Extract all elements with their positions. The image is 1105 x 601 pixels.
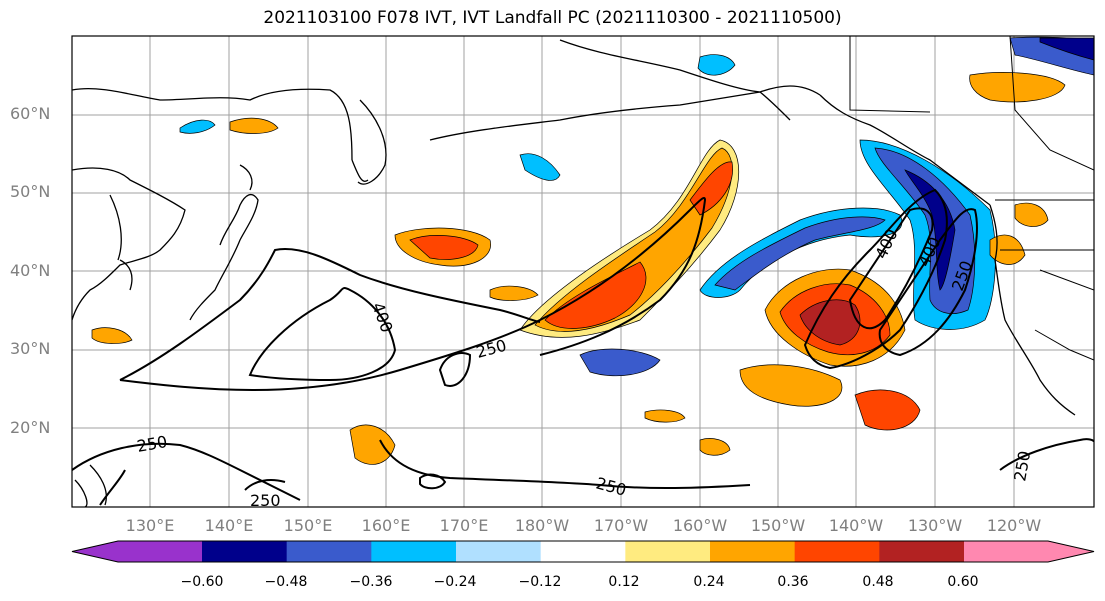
- contour-label: 250: [1010, 449, 1034, 482]
- lon-label: 140°W: [828, 516, 884, 535]
- colorbar-segment: [964, 541, 1094, 562]
- colorbar: [71, 540, 1095, 563]
- colorbar-segment: [794, 541, 880, 562]
- lon-label: 150°E: [283, 516, 333, 535]
- colorbar-tick-label: −0.24: [433, 574, 477, 590]
- lon-label: 160°E: [361, 516, 411, 535]
- political-borders: [849, 36, 1094, 361]
- coastlines: [72, 39, 1076, 507]
- lon-label: 130°E: [125, 516, 175, 535]
- contour-label: 400: [368, 300, 396, 335]
- lon-label: 170°W: [593, 516, 649, 535]
- colorbar-tick-label: −0.12: [518, 574, 562, 590]
- contour-label: 250: [594, 474, 628, 500]
- colorbar-tick-label: 0.60: [947, 574, 979, 590]
- map-frame: [71, 35, 1095, 508]
- colorbar-segment: [710, 541, 796, 562]
- colorbar-segment: [540, 541, 626, 562]
- colorbar-outline: [71, 540, 1095, 563]
- lon-label: 120°W: [986, 516, 1042, 535]
- colorbar-segment: [202, 541, 288, 562]
- colorbar-segment: [72, 541, 202, 562]
- lon-label: 130°W: [907, 516, 963, 535]
- contour-labels: 400 250 250 250 250 400 400 250 250: [135, 226, 1034, 510]
- lon-label: 170°E: [439, 516, 489, 535]
- colorbar-segment: [625, 541, 711, 562]
- contour-label: 250: [250, 491, 281, 510]
- colorbar-tick-label: −0.36: [349, 574, 393, 590]
- colorbar-segment: [371, 541, 457, 562]
- ivt-contours: [72, 188, 1094, 506]
- ivt-filled-regions: [91, 36, 1094, 465]
- lon-label: 140°E: [204, 516, 254, 535]
- lat-label-30n: 30°N: [10, 339, 51, 358]
- map-title: 2021103100 F078 IVT, IVT Landfall PC (20…: [263, 8, 842, 28]
- lat-label-20n: 20°N: [10, 418, 51, 437]
- contour-label: 250: [474, 336, 508, 362]
- lat-label-50n: 50°N: [10, 182, 51, 201]
- colorbar-tick-label: −0.60: [180, 574, 224, 590]
- lat-label-60n: 60°N: [10, 104, 51, 123]
- colorbar-tick-label: 0.12: [608, 574, 640, 590]
- colorbar-tick-label: 0.24: [693, 574, 725, 590]
- colorbar-tick-label: 0.48: [862, 574, 894, 590]
- colorbar-segment: [286, 541, 372, 562]
- lat-label-40n: 40°N: [10, 261, 51, 280]
- contour-label: 250: [135, 432, 168, 456]
- lon-label: 160°W: [672, 516, 728, 535]
- colorbar-segment: [879, 541, 965, 562]
- colorbar-tick-label: −0.48: [264, 574, 308, 590]
- colorbar-tick-label: 0.36: [777, 574, 809, 590]
- colorbar-segment: [456, 541, 542, 562]
- lon-label: 180°W: [514, 516, 570, 535]
- lon-label: 150°W: [750, 516, 806, 535]
